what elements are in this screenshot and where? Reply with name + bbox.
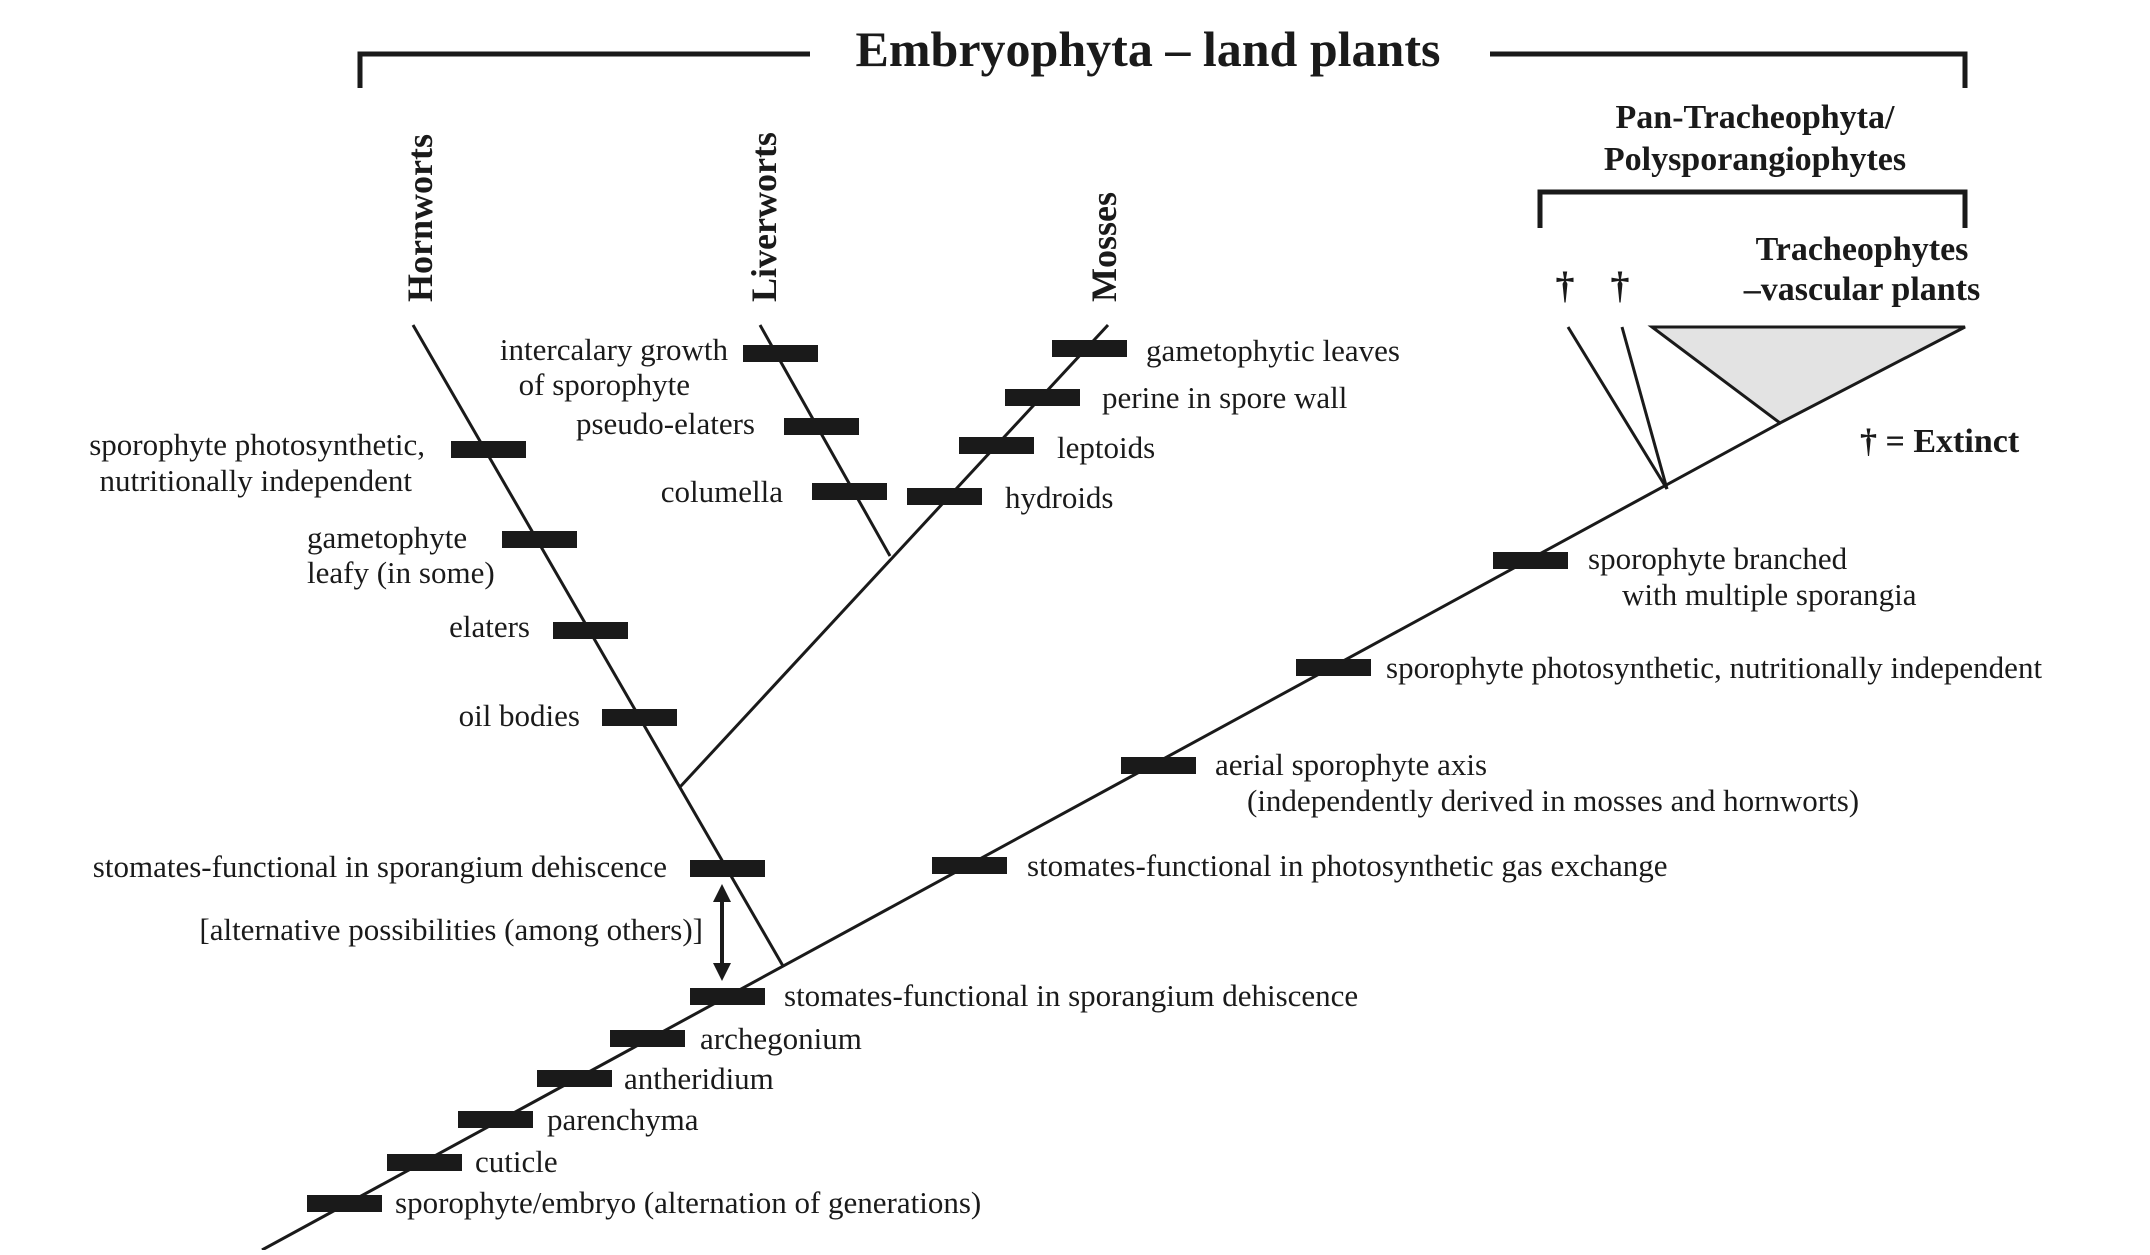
- label-trunk-archegonium: archegonium: [700, 1021, 862, 1056]
- label-hornwort-oil-bodies: oil bodies: [459, 698, 580, 733]
- marker-hornwort-oil-bodies: [602, 709, 677, 726]
- label-trunk-branched-2: with multiple sporangia: [1622, 577, 1917, 612]
- polysporangiophytes-label: Polysporangiophytes: [1604, 141, 1906, 178]
- marker-liverwort-pseudo-elaters: [784, 418, 859, 435]
- label-hornwort-stomates: stomates-functional in sporangium dehisc…: [93, 849, 667, 884]
- hornworts-label: Hornworts: [400, 134, 440, 302]
- marker-trunk-antheridium: [537, 1070, 612, 1087]
- marker-hornwort-elaters: [553, 622, 628, 639]
- label-trunk-branched-1: sporophyte branched: [1588, 541, 1848, 576]
- marker-trunk-cuticle: [387, 1154, 462, 1171]
- marker-liverwort-columella: [812, 483, 887, 500]
- label-liverwort-intercalary-1: intercalary growth: [500, 332, 729, 367]
- label-trunk-aerial-axis-1: aerial sporophyte axis: [1215, 747, 1487, 782]
- liverworts-label: Liverworts: [744, 132, 784, 302]
- label-hornwort-gametophyte-1: gametophyte: [307, 520, 467, 555]
- extinct-lineage-1: [1566, 326, 1669, 490]
- label-moss-perine: perine in spore wall: [1102, 380, 1347, 415]
- extinct-legend: † = Extinct: [1860, 423, 2020, 460]
- tracheophytes-triangle: [1647, 325, 1966, 425]
- marker-hornwort-sporophyte: [451, 441, 526, 458]
- label-trunk-antheridium: antheridium: [624, 1061, 774, 1096]
- marker-liverwort-intercalary: [743, 345, 818, 362]
- label-liverwort-columella: columella: [661, 474, 783, 509]
- marker-moss-gametophytic-leaves: [1052, 340, 1127, 357]
- label-trunk-photosynthetic: sporophyte photosynthetic, nutritionally…: [1386, 650, 2042, 685]
- alternative-arrow-head-up: [713, 884, 731, 902]
- marker-trunk-aerial-axis: [1121, 757, 1196, 774]
- label-hornwort-elaters: elaters: [449, 609, 530, 644]
- marker-moss-leptoids: [959, 437, 1034, 454]
- marker-trunk-stomates-sporangium: [690, 988, 765, 1005]
- extinct-dagger-2: †: [1611, 265, 1630, 307]
- mosses-label: Mosses: [1084, 192, 1124, 302]
- marker-trunk-stomates-gas: [932, 857, 1007, 874]
- pan-tracheophyta-bracket: [1537, 189, 1968, 228]
- label-trunk-cuticle: cuticle: [475, 1144, 558, 1179]
- label-liverwort-pseudo-elaters: pseudo-elaters: [576, 406, 755, 441]
- marker-trunk-branched: [1493, 552, 1568, 569]
- synapomorphy-markers: [307, 340, 1568, 1212]
- marker-moss-hydroids: [907, 488, 982, 505]
- label-trunk-stomates-gas: stomates-functional in photosynthetic ga…: [1027, 848, 1668, 883]
- label-trunk-stomates-sporangium: stomates-functional in sporangium dehisc…: [784, 978, 1358, 1013]
- label-hornwort-gametophyte-2: leafy (in some): [307, 555, 495, 590]
- hornwort-liverwort-moss-branch: [411, 324, 785, 967]
- vascular-plants-label: –vascular plants: [1743, 271, 1980, 308]
- label-alternative-possibilities: [alternative possibilities (among others…: [199, 912, 703, 947]
- label-moss-leptoids: leptoids: [1057, 430, 1155, 465]
- liverwort-branch: [758, 324, 892, 557]
- pan-tracheophyta-label: Pan-Tracheophyta/: [1616, 99, 1895, 136]
- label-trunk-aerial-axis-2: (independently derived in mosses and hor…: [1247, 783, 1859, 818]
- marker-trunk-sporophyte-embryo: [307, 1195, 382, 1212]
- extinct-dagger-1: †: [1556, 265, 1575, 307]
- label-hornwort-sporophyte-2: nutritionally independent: [99, 463, 412, 498]
- tracheophytes-label: Tracheophytes: [1756, 231, 1969, 268]
- label-trunk-parenchyma: parenchyma: [547, 1102, 699, 1137]
- marker-trunk-archegonium: [610, 1030, 685, 1047]
- marker-hornwort-stomates: [690, 860, 765, 877]
- marker-trunk-parenchyma: [458, 1111, 533, 1128]
- label-liverwort-intercalary-2: of sporophyte: [519, 367, 690, 402]
- label-moss-hydroids: hydroids: [1005, 480, 1114, 515]
- extinct-lineage-2: [1620, 326, 1669, 490]
- label-hornwort-sporophyte-1: sporophyte photosynthetic,: [89, 427, 425, 462]
- label-moss-gametophytic-leaves: gametophytic leaves: [1146, 333, 1400, 368]
- diagram-title: Embryophyta – land plants: [856, 21, 1441, 77]
- label-trunk-sporophyte-embryo: sporophyte/embryo (alternation of genera…: [395, 1185, 981, 1220]
- embryophyta-bracket: [357, 51, 1968, 88]
- alternative-arrow-head-down: [713, 963, 731, 981]
- marker-trunk-photosynthetic: [1296, 659, 1371, 676]
- marker-moss-perine: [1005, 389, 1080, 406]
- marker-hornwort-gametophyte: [502, 531, 577, 548]
